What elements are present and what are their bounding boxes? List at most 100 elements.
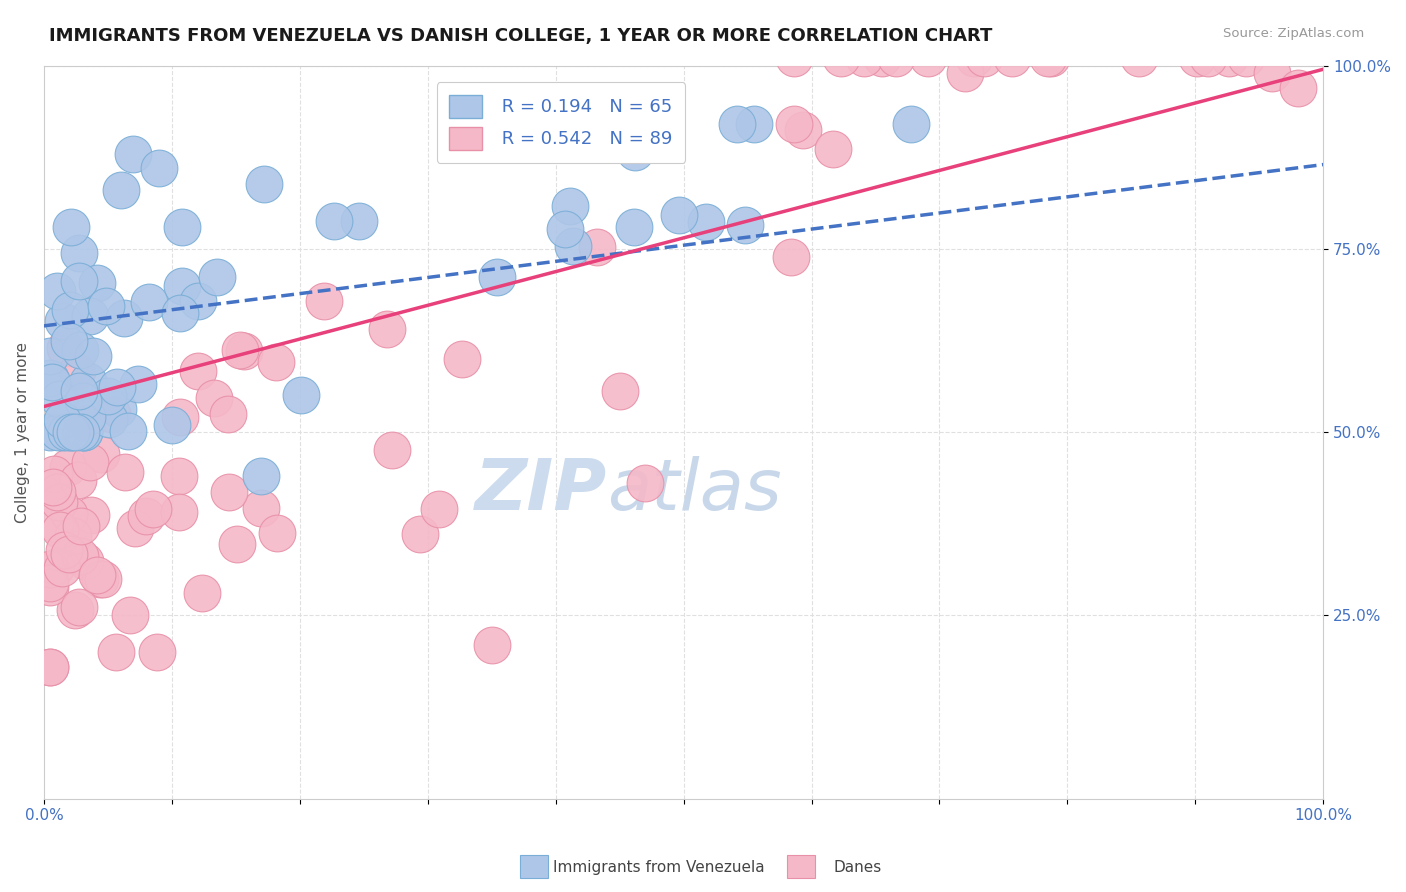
Point (830, 51, 852, 65)
Point (187, 363, 209, 377)
Point (138, 294, 160, 309)
Point (792, 122, 814, 136)
Point (609, 384, 631, 399)
Point (75, 554, 97, 568)
Point (44, 517, 66, 532)
Point (314, 294, 336, 309)
Point (585, 239, 607, 253)
Point (561, 238, 583, 252)
Point (290, 388, 312, 402)
Point (70, 425, 93, 440)
Point (42, 467, 65, 481)
Point (90, 447, 112, 461)
Point (695, 215, 717, 229)
Point (146, 644, 169, 658)
Point (39, 349, 62, 363)
Point (264, 354, 287, 368)
Point (89, 572, 111, 586)
Point (53, 542, 76, 557)
Point (225, 537, 247, 551)
Point (229, 343, 252, 358)
Point (46, 485, 69, 500)
Y-axis label: College, 1 year or more: College, 1 year or more (15, 342, 30, 523)
Point (67, 599, 90, 614)
Text: Source: ZipAtlas.com: Source: ZipAtlas.com (1223, 27, 1364, 40)
Point (58, 507, 80, 521)
Point (80, 508, 103, 523)
Point (101, 407, 124, 421)
Point (973, 51, 995, 65)
Point (217, 407, 239, 421)
Point (117, 424, 139, 438)
Point (870, 51, 893, 65)
Point (63, 425, 86, 440)
Point (628, 127, 651, 141)
Point (51, 425, 73, 440)
Point (1234, 51, 1257, 65)
Text: atlas: atlas (607, 457, 782, 525)
Point (86, 277, 108, 291)
Point (886, 51, 908, 65)
Point (76, 417, 98, 431)
Point (41, 376, 63, 390)
Point (1128, 51, 1150, 65)
Point (135, 508, 157, 523)
Point (39, 660, 62, 674)
Point (481, 638, 503, 652)
Point (73, 425, 96, 440)
Point (79, 309, 101, 323)
Legend:  R = 0.194   N = 65,  R = 0.542   N = 89: R = 0.194 N = 65, R = 0.542 N = 89 (437, 82, 685, 162)
Point (900, 117, 922, 131)
Point (170, 220, 193, 235)
Point (124, 521, 146, 535)
Point (486, 269, 509, 284)
Point (252, 177, 274, 191)
Point (69, 343, 91, 358)
Point (169, 410, 191, 425)
Point (187, 294, 209, 309)
Point (105, 380, 128, 394)
Point (62, 529, 84, 543)
Point (167, 505, 190, 519)
Point (48, 392, 70, 407)
Point (67, 473, 90, 487)
Point (725, 117, 748, 131)
Point (107, 401, 129, 416)
Point (59, 220, 82, 235)
Point (118, 608, 141, 623)
Point (59, 302, 82, 317)
Point (427, 501, 450, 516)
Point (142, 502, 165, 516)
Point (48, 495, 70, 509)
Point (1038, 51, 1060, 65)
Point (668, 208, 690, 222)
Point (734, 218, 756, 232)
Point (852, 51, 875, 65)
Point (82, 349, 104, 363)
Point (69, 549, 91, 564)
Point (53, 341, 76, 355)
Point (821, 142, 844, 156)
Text: Immigrants from Venezuela: Immigrants from Venezuela (553, 860, 765, 874)
Text: IMMIGRANTS FROM VENEZUELA VS DANISH COLLEGE, 1 YEAR OR MORE CORRELATION CHART: IMMIGRANTS FROM VENEZUELA VS DANISH COLL… (49, 27, 993, 45)
Point (63, 603, 86, 617)
Text: ZIP: ZIP (475, 457, 607, 525)
Point (39, 370, 62, 384)
Point (94, 299, 117, 313)
Point (202, 392, 225, 406)
Point (218, 484, 240, 499)
Point (59, 425, 82, 440)
Point (1261, 66, 1284, 80)
Point (266, 526, 288, 541)
Point (96, 389, 118, 403)
Point (558, 199, 581, 213)
Point (917, 51, 939, 65)
Point (1039, 51, 1062, 65)
Point (380, 443, 402, 458)
Point (114, 465, 136, 479)
Point (39, 576, 62, 591)
Point (148, 161, 170, 176)
Point (58, 334, 80, 348)
Point (77, 374, 100, 388)
Point (51, 561, 73, 575)
